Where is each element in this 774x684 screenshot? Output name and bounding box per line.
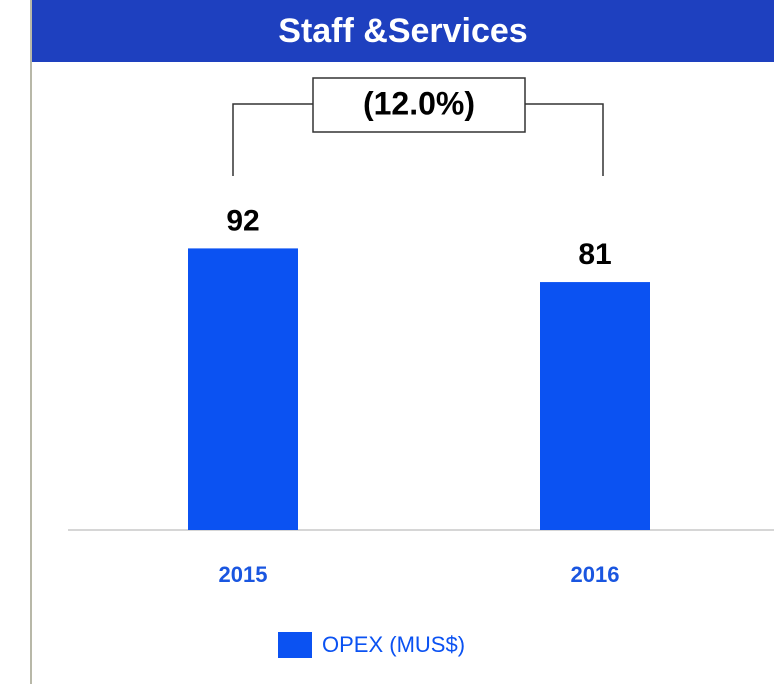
bar [540, 282, 650, 530]
bar [188, 248, 298, 530]
x-tick-label: 2015 [219, 562, 268, 587]
annotation: (12.0%) [363, 85, 475, 121]
chart-title: Staff &Services [278, 12, 527, 50]
legend-label: OPEX (MUS$) [322, 632, 465, 657]
legend-swatch [278, 632, 312, 658]
header-bar [32, 0, 774, 62]
x-tick-label: 2016 [571, 562, 620, 587]
data-label: 81 [578, 238, 611, 271]
annotation-box [312, 77, 526, 133]
data-label: 92 [226, 204, 259, 237]
bracket [232, 103, 604, 176]
